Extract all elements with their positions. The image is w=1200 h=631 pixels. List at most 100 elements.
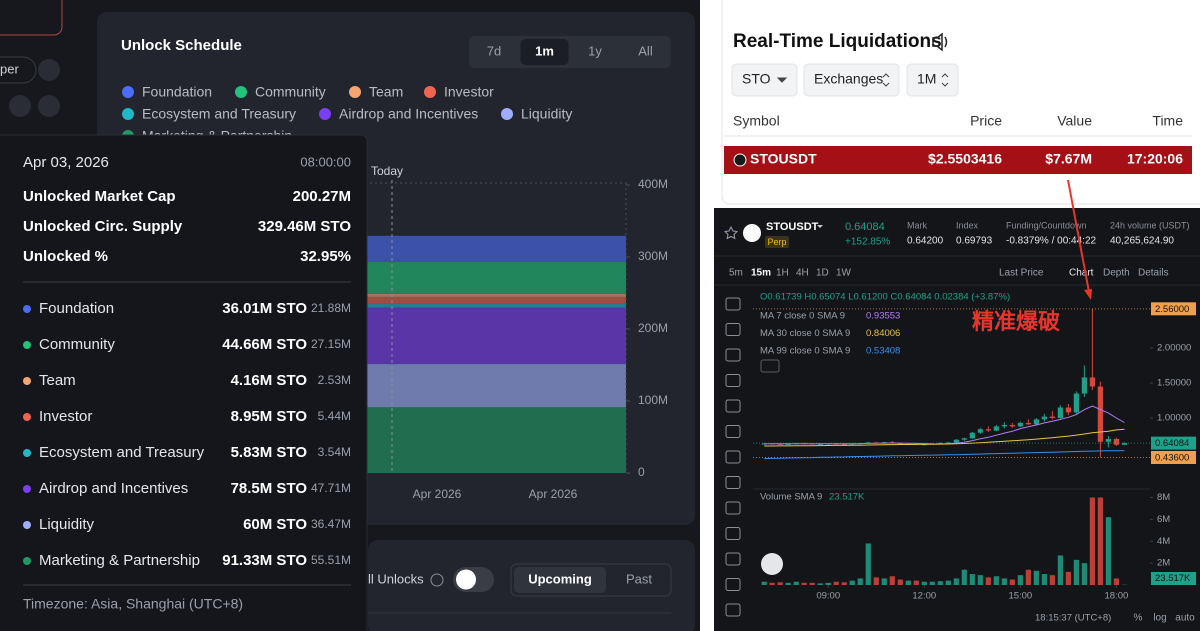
- drawing-tool[interactable]: [725, 323, 741, 336]
- drawing-tool[interactable]: [725, 603, 741, 617]
- toolbar-item[interactable]: Last Price: [999, 268, 1044, 279]
- legend-label: Team: [369, 84, 403, 100]
- stat-value: 32.95%: [300, 248, 351, 265]
- stat-label: Unlocked Circ. Supply: [23, 218, 183, 235]
- footer-item[interactable]: auto: [1175, 613, 1195, 624]
- card-title: Unlock Schedule: [121, 37, 242, 54]
- drawing-tool[interactable]: [725, 297, 741, 311]
- filter-box[interactable]: [731, 63, 798, 97]
- filter-caret: [882, 73, 890, 87]
- row-name: Ecosystem and Treasury: [39, 444, 205, 461]
- volume-last: 23.517K: [1155, 573, 1191, 584]
- sidebar-chip[interactable]: [0, 56, 37, 84]
- drawing-tool[interactable]: [725, 425, 741, 438]
- ma-label: MA 7 close 0 SMA 9: [760, 311, 845, 322]
- stat-label: 24h volume (USDT): [1110, 220, 1190, 230]
- arrow-head: [1084, 289, 1092, 300]
- sidebar-chip-label[interactable]: per: [0, 61, 19, 76]
- sidebar-button[interactable]: [9, 95, 31, 117]
- sidebar-button[interactable]: [38, 59, 60, 81]
- interval[interactable]: 15m: [751, 268, 771, 279]
- toolbar-item[interactable]: Details: [1138, 268, 1169, 279]
- candle-body: [1089, 377, 1095, 387]
- volume-bar: [833, 581, 839, 585]
- volume-bar: [961, 569, 967, 585]
- price-marker-bg: [1151, 436, 1196, 450]
- interval[interactable]: 1W: [836, 268, 852, 279]
- volume-bar: [817, 583, 823, 585]
- sidebar-button[interactable]: [38, 95, 60, 117]
- drawing-tool[interactable]: [725, 374, 741, 387]
- candle-body: [993, 426, 999, 431]
- legend-label: Liquidity: [521, 106, 572, 122]
- interval[interactable]: 1H: [776, 268, 789, 279]
- volume-bar: [969, 574, 975, 585]
- tab[interactable]: 1m: [535, 43, 554, 58]
- candle-body: [1113, 439, 1119, 445]
- cell: $2.5503416: [928, 151, 1002, 167]
- volume-bar: [985, 577, 991, 585]
- column-header: Value: [1057, 113, 1092, 129]
- row-dot: [23, 341, 31, 349]
- footer-item[interactable]: log: [1153, 613, 1166, 624]
- interval[interactable]: 4H: [796, 268, 809, 279]
- drawing-tool[interactable]: [725, 450, 741, 464]
- drawing-tool[interactable]: [725, 501, 741, 515]
- tab[interactable]: 7d: [487, 43, 501, 58]
- row-name: Airdrop and Incentives: [39, 480, 188, 497]
- volume-bar: [1001, 578, 1007, 585]
- toolbar-item[interactable]: Depth: [1103, 268, 1130, 279]
- volume-tick-label: 2M: [1157, 558, 1170, 569]
- stat-value: 0.64200: [907, 236, 944, 247]
- filter-box[interactable]: [803, 63, 900, 97]
- segment[interactable]: Past: [626, 571, 652, 586]
- y-tick-label: 300M: [638, 249, 668, 263]
- cell: 17:20:06: [1127, 151, 1183, 167]
- stat-label: Unlocked Market Cap: [23, 188, 176, 205]
- area-band: [130, 303, 626, 308]
- segment[interactable]: Upcoming: [528, 571, 592, 586]
- filter-label[interactable]: 1M: [917, 71, 936, 87]
- volume-bar: [841, 582, 847, 585]
- interval[interactable]: 1D: [816, 268, 829, 279]
- legend-dot: [319, 108, 331, 120]
- column-header: Price: [970, 113, 1002, 129]
- tab[interactable]: All: [638, 43, 653, 58]
- arrow-shaft: [1067, 179, 1090, 293]
- volume-bar: [1049, 575, 1055, 585]
- ma-label: MA 99 close 0 SMA 9: [760, 346, 850, 357]
- price-marker-bg: [1151, 302, 1196, 316]
- volume-bar: [849, 580, 855, 585]
- badge: Perp: [767, 237, 786, 247]
- volume-value: 23.517K: [829, 492, 865, 503]
- volume-tick-label: 4M: [1157, 536, 1170, 547]
- legend-dot: [122, 86, 134, 98]
- collapse-button[interactable]: [760, 359, 780, 373]
- toolbar-item[interactable]: Chart: [1069, 268, 1094, 279]
- last-price: 0.64084: [845, 221, 885, 233]
- drawing-tool[interactable]: [725, 527, 741, 540]
- row-name: Liquidity: [39, 516, 95, 533]
- volume-bar: [1009, 579, 1015, 585]
- drawing-tool[interactable]: [725, 578, 741, 591]
- drawing-tool[interactable]: [725, 476, 741, 489]
- tab[interactable]: 1y: [588, 43, 602, 58]
- candle-body: [937, 442, 943, 444]
- filter-box[interactable]: [906, 63, 959, 97]
- stat-value: 0.69793: [956, 236, 993, 247]
- filter-label[interactable]: Exchanges: [814, 71, 883, 87]
- drawing-tool[interactable]: [725, 552, 741, 566]
- drawing-tool[interactable]: [725, 399, 741, 413]
- y-tick-label: 100M: [638, 393, 668, 407]
- interval[interactable]: 5m: [729, 268, 743, 279]
- candle-body: [777, 443, 783, 445]
- footer-item[interactable]: %: [1134, 613, 1143, 624]
- candle-body: [1081, 377, 1087, 394]
- filter-label[interactable]: STO: [742, 71, 771, 87]
- row-dot: [23, 377, 31, 385]
- candle-body: [1025, 422, 1031, 425]
- drawing-tool[interactable]: [725, 348, 741, 362]
- badge-bg: [765, 236, 789, 248]
- candle-body: [817, 443, 823, 445]
